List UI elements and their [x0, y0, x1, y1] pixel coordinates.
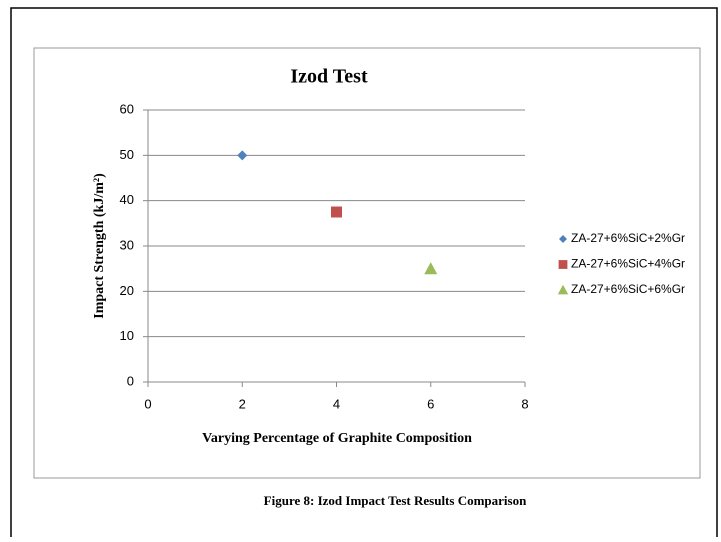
- y-tick-label: 10: [120, 328, 134, 343]
- y-tick-label: 20: [120, 283, 134, 298]
- y-tick-label: 60: [120, 101, 134, 116]
- caption: Figure 8: Izod Impact Test Results Compa…: [264, 493, 527, 508]
- x-tick-label: 4: [333, 396, 340, 411]
- chart-frame: [33, 47, 701, 479]
- marker: [557, 284, 569, 295]
- x-tick-label: 8: [521, 396, 528, 411]
- x-tick-label: 0: [144, 396, 151, 411]
- y-tick-label: 30: [120, 237, 134, 252]
- marker: [237, 150, 248, 161]
- marker: [424, 262, 438, 275]
- y-tick-label: 0: [127, 373, 134, 388]
- y-tick-label: 40: [120, 192, 134, 207]
- x-tick-label: 6: [427, 396, 434, 411]
- legend-label: ZA-27+6%SiC+6%Gr: [571, 282, 685, 296]
- chart-title: Izod Test: [290, 66, 368, 88]
- marker: [558, 260, 568, 269]
- x-axis-label: Varying Percentage of Graphite Compositi…: [202, 431, 472, 446]
- legend-label: ZA-27+6%SiC+2%Gr: [571, 231, 685, 245]
- page-frame: [10, 7, 718, 537]
- marker: [331, 206, 342, 218]
- x-tick-label: 2: [239, 396, 246, 411]
- marker: [559, 235, 567, 243]
- y-axis-label: Impact Strength (kJ/m²): [92, 173, 107, 319]
- legend-label: ZA-27+6%SiC+4%Gr: [571, 257, 685, 271]
- y-tick-label: 50: [120, 147, 134, 162]
